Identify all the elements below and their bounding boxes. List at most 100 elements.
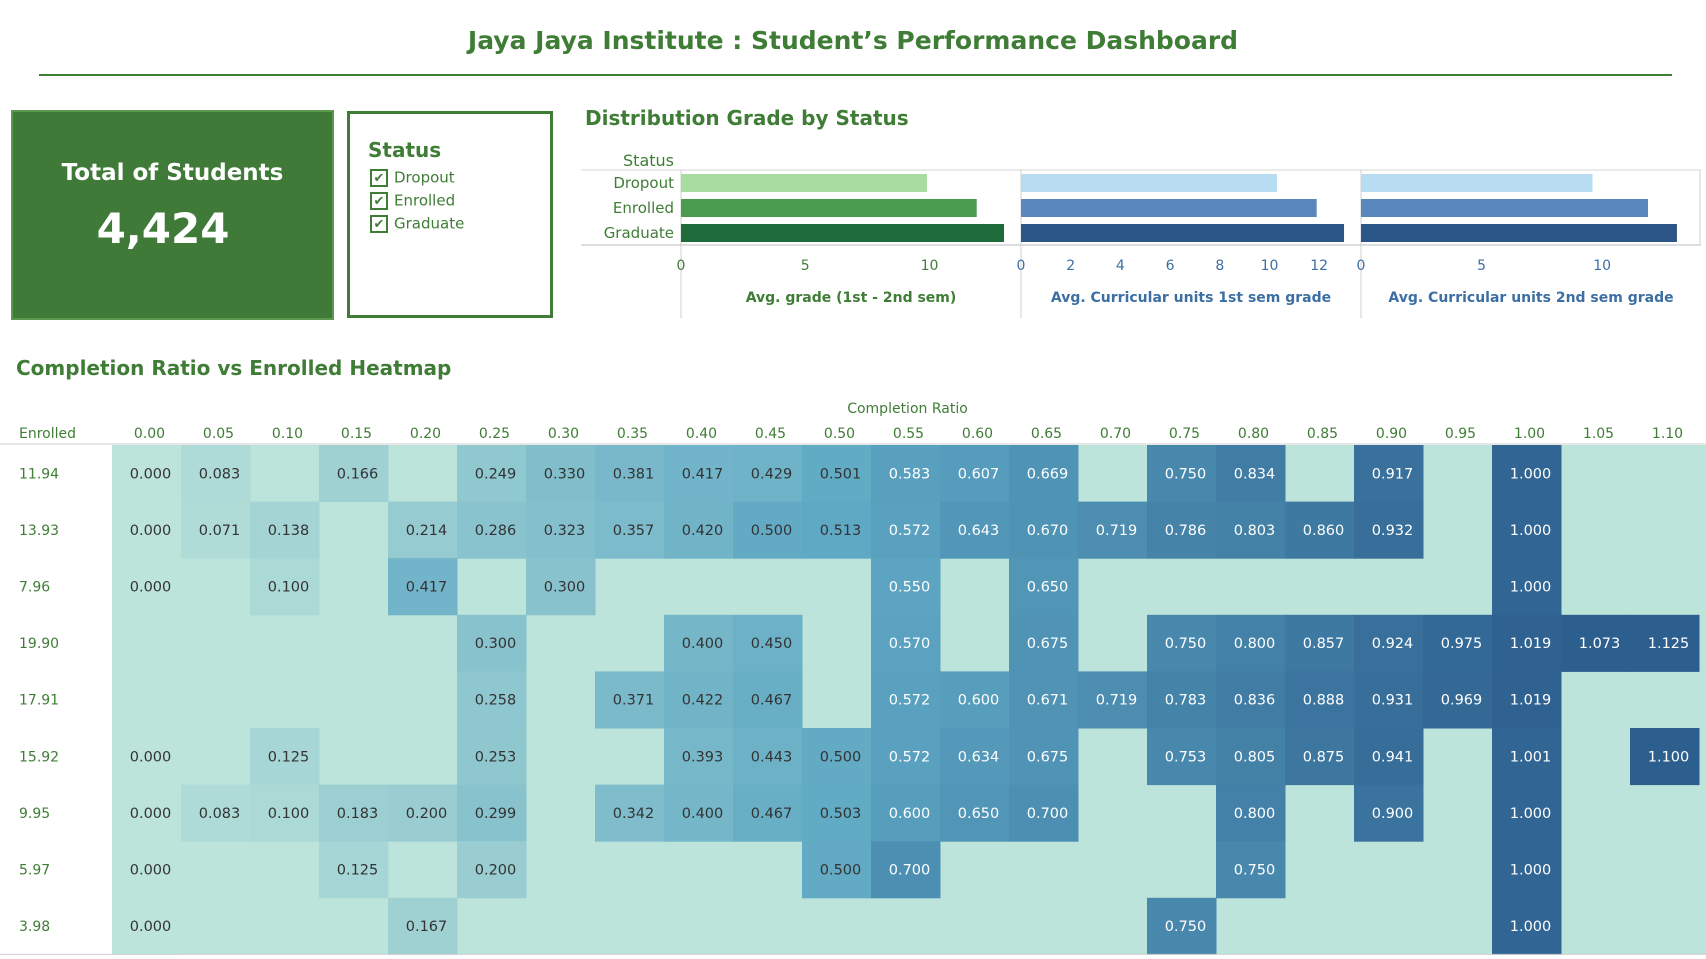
x-tick-1-4: 4 [1116,258,1125,274]
heatmap-cell [1354,671,1424,729]
heatmap-cell-value: 0.357 [613,523,655,539]
category-label-dropout: Dropout [613,174,674,192]
heatmap-cell-value: 1.100 [1648,749,1690,765]
graduate-checkbox[interactable]: ✔ [370,214,388,233]
x-tick-label: 0.80 [1238,426,1269,442]
heatmap-cell [664,501,734,559]
x-axis-title: Completion Ratio [847,401,968,417]
heatmap-cell [1147,614,1217,672]
x-axis-label-0: Avg. grade (1st - 2nd sem) [746,290,957,306]
heatmap-cell [595,445,665,503]
x-tick-label: 0.65 [1031,426,1062,442]
heatmap-cell-value: 0.650 [1027,580,1069,596]
x-tick-label: 0.50 [824,426,855,442]
heatmap-title: Completion Ratio vs Enrolled Heatmap [16,356,452,380]
heatmap-cell-value: 0.083 [199,806,241,822]
status-filter-graduate[interactable]: ✔ Graduate [370,214,464,236]
heatmap-cell-value: 0.500 [820,749,862,765]
y-tick-label: 9.95 [19,806,50,822]
heatmap-cell [1285,671,1355,729]
bar-0-enrolled [681,199,977,217]
x-tick-2-5: 5 [1477,258,1486,274]
x-tick-label: 0.70 [1100,426,1131,442]
y-tick-label: 3.98 [19,919,50,935]
heatmap-cell-value: 0.200 [406,806,448,822]
heatmap-cell-value: 0.670 [1027,523,1069,539]
heatmap-cell-value: 0.572 [889,693,931,709]
x-tick-label: 0.15 [341,426,372,442]
status-filter-enrolled[interactable]: ✔ Enrolled [370,191,455,213]
heatmap-cell-value: 0.422 [682,693,724,709]
title-divider [39,74,1672,76]
total-students-card: Total of Students 4,424 [11,110,334,320]
status-filter-dropout[interactable]: ✔ Dropout [370,168,455,190]
heatmap-cell [250,728,320,786]
heatmap-cell [181,784,251,842]
heatmap-cell-value: 1.125 [1648,636,1690,652]
heatmap-cell [1492,614,1562,672]
heatmap-cell [802,445,872,503]
heatmap-cell-value: 0.931 [1372,693,1414,709]
heatmap-cell [940,728,1010,786]
heatmap-cell-value: 0.888 [1303,693,1345,709]
heatmap-cell-value: 0.300 [475,636,517,652]
heatmap-cell [871,445,941,503]
heatmap-cell-value: 0.570 [889,636,931,652]
distribution-chart-title: Distribution Grade by Status [585,106,909,130]
x-tick-label: 1.00 [1514,426,1545,442]
x-tick-0-10: 10 [921,258,939,274]
heatmap-cell [940,501,1010,559]
heatmap-cell-value: 0.836 [1234,693,1276,709]
heatmap-cell-value: 0.000 [130,523,172,539]
heatmap-cell [250,501,320,559]
heatmap-cell-value: 0.000 [130,466,172,482]
heatmap-cell-value: 0.125 [337,863,379,879]
dropout-checkbox[interactable]: ✔ [370,168,388,187]
status-filter: Status ✔ Dropout ✔ Enrolled ✔ Graduate [347,111,553,318]
enrolled-checkbox[interactable]: ✔ [370,191,388,210]
graduate-label: Graduate [394,214,465,233]
heatmap-cell-value: 0.941 [1372,749,1414,765]
heatmap-cell-value: 0.700 [1027,806,1069,822]
heatmap-cell-value: 0.600 [958,693,1000,709]
x-tick-1-8: 8 [1215,258,1224,274]
heatmap-cell [1630,614,1700,672]
completion-heatmap: Completion Ratio Enrolled 0.00 0.05 0.10 0.15… [0,401,1706,955]
x-tick-1-12: 12 [1310,258,1328,274]
heatmap-cell-value: 0.501 [820,466,862,482]
bar-2-enrolled [1361,199,1648,217]
heatmap-cell-value: 0.342 [613,806,655,822]
heatmap-cell [871,671,941,729]
heatmap-cell [733,728,803,786]
x-tick-1-6: 6 [1166,258,1175,274]
y-tick-label: 7.96 [19,580,50,596]
heatmap-cell-value: 0.600 [889,806,931,822]
bar-2-dropout [1361,174,1593,192]
heatmap-cell-value: 0.393 [682,749,724,765]
heatmap-cell-value: 0.750 [1165,919,1207,935]
x-tick-label: 0.05 [203,426,234,442]
heatmap-cell [1492,728,1562,786]
y-axis-title: Enrolled [19,426,76,442]
heatmap-cell [457,784,527,842]
x-tick-label: 0.95 [1445,426,1476,442]
heatmap-cell-value: 1.019 [1510,636,1552,652]
heatmap-cell [112,445,182,503]
x-tick-2-0: 0 [1357,258,1366,274]
heatmap-cell-value: 0.200 [475,863,517,879]
heatmap-cell [1147,897,1217,955]
heatmap-cell-value: 0.583 [889,466,931,482]
heatmap-cell [802,728,872,786]
heatmap-cell [1147,501,1217,559]
x-tick-label: 0.10 [272,426,303,442]
heatmap-cell [319,841,389,899]
heatmap-cell [871,501,941,559]
heatmap-cell-value: 0.214 [406,523,448,539]
heatmap-cell [802,501,872,559]
category-label-enrolled: Enrolled [613,199,674,217]
heatmap-cell [871,614,941,672]
heatmap-cell-value: 0.932 [1372,523,1414,539]
heatmap-cell [1630,728,1700,786]
heatmap-cell [1009,784,1079,842]
